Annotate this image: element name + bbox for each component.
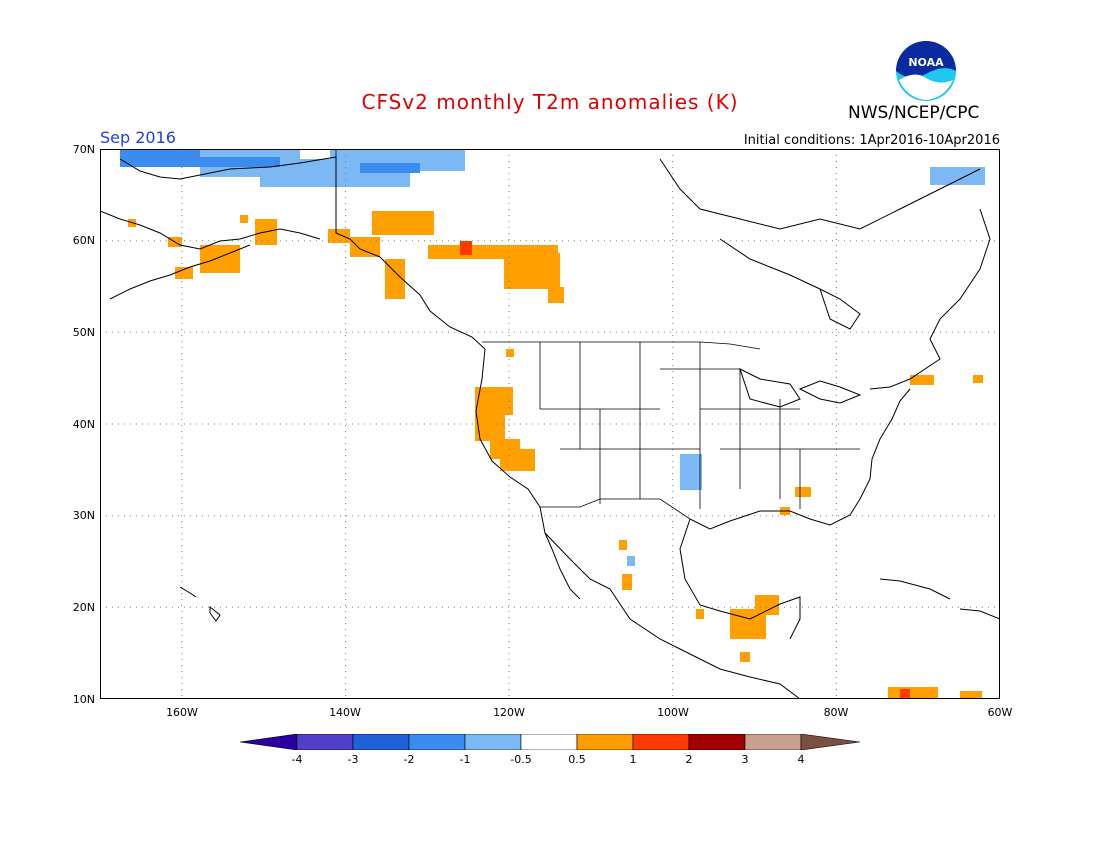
warm-anomaly-region	[350, 237, 380, 257]
colorbar-label: -0.5	[510, 753, 532, 766]
anomaly-map	[100, 149, 1000, 699]
colorbar	[240, 734, 860, 750]
lon-label-160w: 160W	[166, 706, 198, 719]
cold-anomaly-region	[360, 163, 420, 173]
colorbar-swatch	[352, 734, 410, 750]
warm-anomaly-region	[240, 215, 248, 223]
warm-anomaly-region	[622, 574, 632, 590]
warm-anomaly-region	[175, 267, 193, 279]
warm-anomaly-region	[696, 609, 704, 619]
colorbar-label: -3	[347, 753, 359, 766]
cold-anomaly-region	[160, 157, 280, 167]
political-boundaries	[335, 149, 860, 520]
initial-conditions-label: Initial conditions: 1Apr2016-10Apr2016	[743, 133, 1000, 148]
lon-label-100w: 100W	[657, 706, 689, 719]
noaa-logo-icon: NOAA	[896, 41, 956, 101]
lon-label-120w: 120W	[493, 706, 525, 719]
warm-anomaly-region	[910, 375, 934, 385]
coastlines	[100, 156, 1000, 699]
lon-label-60w: 60W	[987, 706, 1013, 719]
warm-anomaly-region	[973, 375, 983, 383]
warm-anomaly-region	[385, 259, 405, 299]
colorbar-label: -2	[403, 753, 415, 766]
anomaly-shading	[120, 149, 985, 699]
strong-warm-anomaly-region	[460, 241, 472, 255]
warm-anomaly-region	[500, 449, 535, 471]
warm-anomaly-region	[960, 691, 982, 699]
colorbar-swatch	[464, 734, 522, 750]
colorbar-swatch	[688, 734, 746, 750]
colorbar-arrow-low	[240, 734, 298, 750]
lat-label-70n: 70N	[72, 143, 95, 156]
warm-anomaly-region	[740, 652, 750, 662]
lon-label-80w: 80W	[823, 706, 849, 719]
colorbar-swatch	[576, 734, 634, 750]
warm-anomaly-region	[506, 349, 514, 357]
colorbar-label: 3	[741, 753, 749, 766]
colorbar-swatch	[408, 734, 466, 750]
colorbar-swatch	[296, 734, 354, 750]
organization-label: NWS/NCEP/CPC	[848, 103, 980, 123]
colorbar-swatch	[520, 734, 578, 750]
lat-label-20n: 20N	[72, 601, 95, 614]
cold-anomaly-region	[930, 167, 985, 185]
colorbar-label: -4	[291, 753, 303, 766]
colorbar-swatch	[632, 734, 690, 750]
warm-anomaly-region	[548, 287, 564, 303]
map-title: CFSv2 monthly T2m anomalies (K)	[361, 90, 739, 114]
lat-label-30n: 30N	[72, 509, 95, 522]
lat-label-50n: 50N	[72, 326, 95, 339]
warm-anomaly-region	[755, 595, 779, 615]
strong-warm-anomaly-region	[900, 689, 910, 699]
colorbar-label: 2	[685, 753, 693, 766]
lon-label-140w: 140W	[329, 706, 361, 719]
warm-anomaly-region	[200, 245, 240, 273]
colorbar-swatch	[744, 734, 802, 750]
warm-anomaly-region	[795, 487, 811, 497]
lat-label-40n: 40N	[72, 418, 95, 431]
warm-anomaly-region	[888, 687, 938, 699]
colorbar-arrow-high	[800, 734, 860, 750]
lat-label-10n: 10N	[72, 693, 95, 706]
lat-label-60n: 60N	[72, 234, 95, 247]
warm-anomaly-region	[328, 229, 350, 243]
cold-anomaly-region	[627, 556, 635, 566]
colorbar-label: 0.5	[568, 753, 586, 766]
cold-anomaly-region	[680, 454, 702, 490]
graticule	[100, 149, 1000, 699]
warm-anomaly-region	[372, 211, 434, 235]
colorbar-label: -1	[459, 753, 471, 766]
colorbar-label: 1	[629, 753, 637, 766]
warm-anomaly-region	[504, 253, 560, 289]
valid-month-label: Sep 2016	[100, 128, 176, 147]
warm-anomaly-region	[619, 540, 627, 550]
warm-anomaly-region	[475, 387, 513, 415]
noaa-logo-text: NOAA	[908, 56, 944, 69]
colorbar-label: 4	[797, 753, 805, 766]
